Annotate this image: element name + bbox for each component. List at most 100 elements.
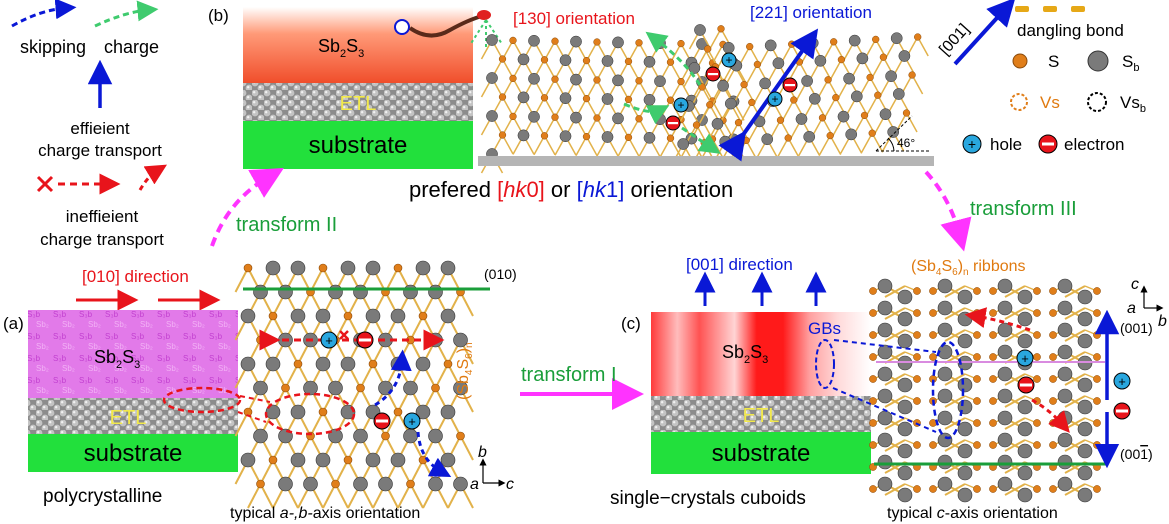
transform-1-label: transform I [521,364,617,386]
skipping-arrow-green [94,0,159,28]
panel-b-absorber-label: Sb2S3 [318,36,364,60]
panel-a-substrate-label: substrate [84,440,183,467]
gbs-label: GBs [808,319,841,338]
plus-circle-icon: + [721,52,737,68]
panel-c-etl-label: ETL [743,405,780,427]
crystal-c-lattice [869,278,1101,503]
legend-inefficient-1: ineffieient [66,207,139,226]
transform-2-arrow [210,168,284,247]
svg-text:+: + [1021,351,1029,366]
vsb-vacancy-icon [1087,92,1107,112]
plane-001-label: (001) [1120,320,1153,336]
svg-text:+: + [968,136,976,152]
legend-inefficient-2: charge transport [40,230,164,249]
panel-c-label: (c) [621,314,641,333]
svg-text:+: + [725,53,732,67]
inefficient-arrow-2 [138,164,168,191]
panel-b-etl-label: ETL [340,93,377,115]
panel-c-device: (c) [001] direction Sb2S3 GBs ETL substr… [610,255,871,509]
panel-b-crystal: [130] orientation [221] orientation 46° … [478,0,1016,174]
legend-skipping: skipping [20,37,86,57]
plus-circle-icon: + [1016,349,1034,367]
panel-a-substrate-layer [28,434,238,472]
transform-3-label: transform III [970,198,1077,220]
panel-a-ribbon-label: (Sb4S6)n [455,342,475,400]
plus-circle-icon: + [767,91,783,107]
vs-vacancy-icon [1010,93,1028,111]
axis-b-label: b [478,444,487,461]
minus-circle-icon [1113,402,1131,420]
cross-icon [339,330,349,340]
legend-top-right: dangling bond S Sb Vs Vsb + hole electro… [962,6,1146,154]
vacancy-circle-icon [394,19,410,35]
arrow-221 [718,28,819,162]
panel-c-absorber-label: Sb2S3 [722,342,768,366]
legend-sb: Sb [1122,52,1139,74]
legend-s: S [1048,52,1059,71]
crystal-a-lattice [234,260,474,509]
panel-c-etl-layer [651,396,871,432]
plus-circle-icon: + [673,97,689,113]
panel-c-absorber-layer [651,312,871,396]
panel-a-etl-layer [28,398,238,434]
svg-text:+: + [325,333,333,348]
direction-010-label: [010] direction [82,267,189,286]
arrow-001 [953,0,1016,66]
cross-icon [36,175,54,193]
panel-b-absorber-layer [243,7,473,83]
panel-b-label: (b) [208,6,229,25]
panel-b-etl-layer [243,83,473,121]
angle-label: 46° [897,136,915,150]
svg-text:+: + [1118,374,1126,389]
axis-c-label-c: c [1131,276,1139,293]
panel-c-orientation-caption: typical c-axis orientation [887,505,1058,522]
plus-circle-icon: + [403,412,421,430]
panel-b-substrate-label: substrate [309,132,408,159]
panel-b-substrate-layer [243,121,473,169]
minus-circle-icon [1017,376,1035,394]
chain-head-icon [477,10,491,20]
legend-charge: charge [104,37,159,57]
sulfur-atom-icon [1012,53,1028,69]
minus-circle-icon [356,331,374,349]
svg-text:+: + [771,92,778,106]
orientation-221-label: [221] orientation [750,3,872,22]
panel-c-substrate-label: substrate [712,440,811,467]
plus-circle-icon: + [320,331,338,349]
legend-dangling: dangling bond [1017,21,1124,40]
panel-a-label: (a) [3,314,24,333]
panel-c-ribbon-label: (Sb4S6)n ribbons [911,258,1026,278]
legend-vsb: Vsb [1120,93,1146,115]
legend-efficient-2: charge transport [38,141,162,160]
svg-text:+: + [677,98,684,112]
transform-3-arrow [924,170,972,252]
panel-b-caption: prefered [hk0] or [hk1] orientation [409,177,733,202]
axis-b-label-c: b [1158,313,1167,330]
sb-atom-icon [1087,50,1109,72]
panel-a-orientation-caption: typical a-,b-axis orientation [230,505,420,522]
panel-b-device: (b) Sb2S3 ETL substrate [208,6,503,169]
plus-circle-icon: + [962,134,982,154]
plus-circle-icon: + [1113,372,1131,390]
minus-circle-icon [373,412,391,430]
minus-circle-icon [1038,134,1058,154]
legend-top-left: skipping charge effieient charge transpo… [11,0,168,249]
plane-00-1-label: (001) [1120,446,1153,462]
panel-a-absorber-layer [28,310,238,398]
panel-a-absorber-label: Sb2S3 [94,347,140,371]
panel-a-etl-label: ETL [110,407,147,429]
panel-a-device: (a) [010] direction Sb2S3 ETL substrate … [3,267,242,507]
legend-vs: Vs [1040,93,1060,112]
dangling-bond-icon [1015,6,1029,12]
legend-hole: hole [990,135,1022,154]
minus-circle-icon [782,77,798,93]
svg-text:+: + [408,414,416,429]
panel-c-substrate-layer [651,432,871,474]
direction-001-label-c: [001] direction [686,255,793,274]
legend-electron: electron [1064,135,1124,154]
minus-circle-icon [665,115,681,131]
skipping-arrow-blue [11,0,77,28]
panel-b-substrate-bar [478,156,934,166]
axis-a-label: a [470,476,479,493]
